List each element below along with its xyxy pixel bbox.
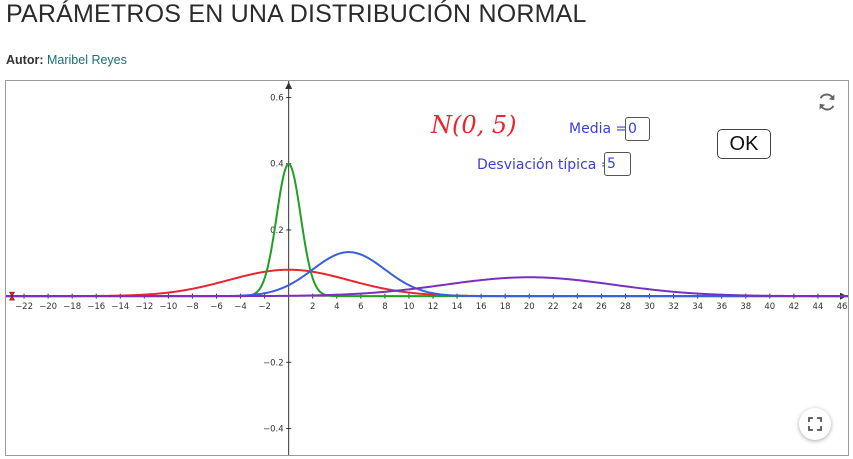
x-tick-label: 24 [572,302,583,312]
y-tick-label: −0.2 [263,358,284,368]
x-tick-label: 10 [404,302,415,312]
y-tick-label: 0.6 [270,94,284,104]
x-tick-label: 38 [740,302,751,312]
series-curve-4 [6,276,848,298]
graph-canvas[interactable]: −22 −20 −18 −16 −14 −12 −10 −8 −6 −4 −2 2 4 6 8 10 12 14 1… [6,81,848,455]
author-label: Autor: [6,53,44,67]
x-tick-label: −20 [39,302,57,312]
distribution-formula: N(0, 5) [431,111,517,139]
x-tick-label: 44 [813,302,824,312]
x-tick-label: 4 [334,302,339,312]
y-tick-label: −0.4 [263,425,284,435]
x-tick-label: 26 [596,302,607,312]
x-tick-label: −4 [234,302,247,312]
desviacion-input[interactable] [604,152,631,176]
series-curve-2 [6,163,848,298]
author-line: Autor: Maribel Reyes [6,53,127,67]
y-tick-label: 0.2 [270,226,284,236]
refresh-icon[interactable] [816,91,838,113]
x-tick-label: 2 [310,302,315,312]
x-tick-label: 16 [476,302,487,312]
y-tick-label: 0.4 [270,160,284,170]
x-tick-label: 34 [692,302,703,312]
x-tick-label: 40 [764,302,775,312]
x-tick-label: 36 [716,302,727,312]
x-tick-label: 14 [452,302,463,312]
geogebra-applet[interactable]: −22 −20 −18 −16 −14 −12 −10 −8 −6 −4 −2 2 4 6 8 10 12 14 1… [5,80,849,456]
ok-button[interactable]: OK [717,129,771,159]
fullscreen-button[interactable] [799,408,831,440]
x-tick-label: −12 [135,302,153,312]
series-curve-3 [6,251,848,298]
x-tick-label: −16 [87,302,105,312]
x-tick-label: 12 [428,302,439,312]
x-tick-label: −14 [111,302,129,312]
x-tick-label: 46 [837,302,848,312]
y-axis-arrow [285,82,293,89]
media-input[interactable] [625,117,650,141]
x-tick-label: 32 [668,302,679,312]
x-tick-label: −2 [258,302,271,312]
slider-point[interactable] [8,291,16,301]
desviacion-label: Desviación típica = [477,157,613,173]
x-tick-label: −8 [186,302,199,312]
x-tick-label: −10 [159,302,177,312]
x-tick-label: 18 [500,302,511,312]
x-tick-label: −18 [63,302,81,312]
x-tick-label: 28 [620,302,631,312]
x-tick-label: 30 [644,302,655,312]
x-tick-label: −22 [15,302,33,312]
media-label: Media = [569,121,628,137]
x-tick-label: 22 [548,302,559,312]
x-tick-label: 42 [788,302,799,312]
author-link[interactable]: Maribel Reyes [46,53,127,67]
page-title: PARÁMETROS EN UNA DISTRIBUCIÓN NORMAL [6,0,587,28]
x-tick-label: 20 [524,302,535,312]
x-tick-label: −6 [210,302,223,312]
fullscreen-icon [808,417,822,431]
x-tick-label: 6 [358,302,363,312]
x-tick-label: 8 [382,302,387,312]
